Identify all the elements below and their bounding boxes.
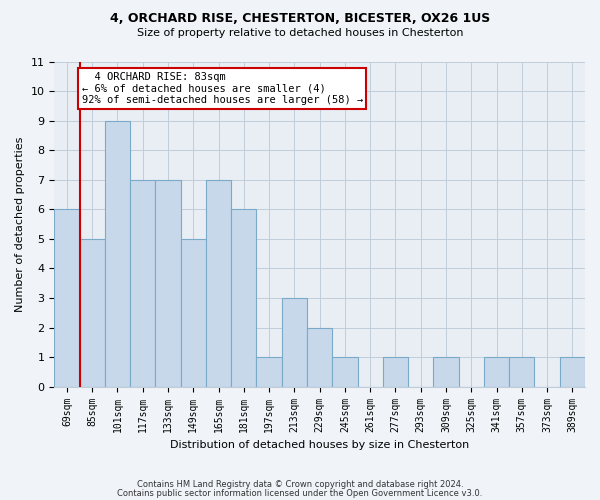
- Bar: [560, 357, 585, 386]
- Bar: [105, 120, 130, 386]
- Bar: [332, 357, 358, 386]
- Bar: [383, 357, 408, 386]
- Bar: [433, 357, 458, 386]
- Bar: [206, 180, 231, 386]
- Bar: [80, 239, 105, 386]
- Bar: [307, 328, 332, 386]
- Bar: [54, 210, 80, 386]
- Y-axis label: Number of detached properties: Number of detached properties: [15, 136, 25, 312]
- Bar: [181, 239, 206, 386]
- Bar: [155, 180, 181, 386]
- Text: 4, ORCHARD RISE, CHESTERTON, BICESTER, OX26 1US: 4, ORCHARD RISE, CHESTERTON, BICESTER, O…: [110, 12, 490, 26]
- Bar: [484, 357, 509, 386]
- Bar: [231, 210, 256, 386]
- X-axis label: Distribution of detached houses by size in Chesterton: Distribution of detached houses by size …: [170, 440, 469, 450]
- Text: Contains public sector information licensed under the Open Government Licence v3: Contains public sector information licen…: [118, 490, 482, 498]
- Bar: [509, 357, 535, 386]
- Text: Contains HM Land Registry data © Crown copyright and database right 2024.: Contains HM Land Registry data © Crown c…: [137, 480, 463, 489]
- Text: Size of property relative to detached houses in Chesterton: Size of property relative to detached ho…: [137, 28, 463, 38]
- Bar: [130, 180, 155, 386]
- Text: 4 ORCHARD RISE: 83sqm
← 6% of detached houses are smaller (4)
92% of semi-detach: 4 ORCHARD RISE: 83sqm ← 6% of detached h…: [82, 72, 363, 105]
- Bar: [282, 298, 307, 386]
- Bar: [256, 357, 282, 386]
